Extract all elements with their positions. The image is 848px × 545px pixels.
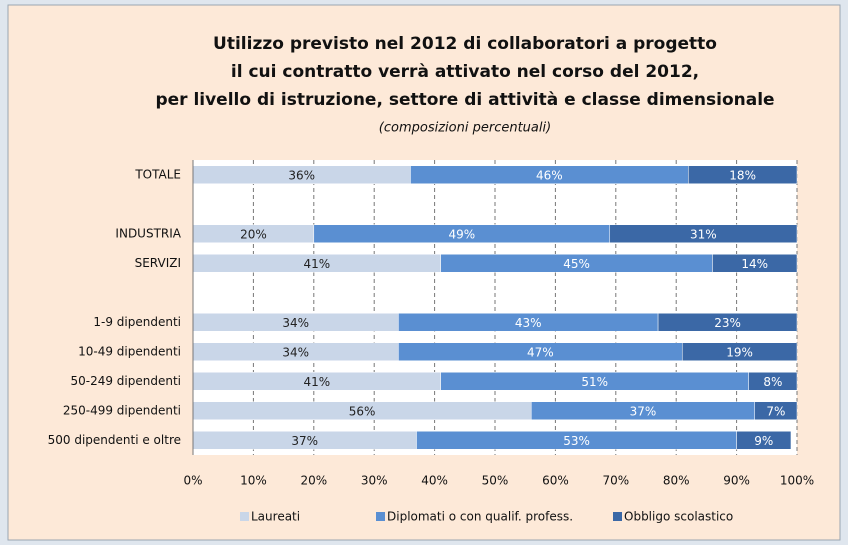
x-tick-label: 30% [361,474,388,488]
y-tick-label: INDUSTRIA [115,226,181,240]
bar-segment [609,224,798,243]
data-label: 46% [536,168,563,182]
chart-subtitle: (composizioni percentuali) [379,121,551,136]
y-tick-label: 500 dipendenti e oltre [48,433,181,447]
y-tick-label: SERVIZI [135,256,181,270]
data-label: 23% [714,316,741,330]
bar-segment [754,401,798,420]
y-tick-label: 10-49 dipendenti [78,344,181,358]
data-label: 37% [291,434,318,448]
x-tick-label: 80% [663,474,690,488]
bar-segment [748,372,798,391]
x-tick-label: 70% [602,474,629,488]
x-tick-label: 40% [421,474,448,488]
legend-swatch [613,512,622,521]
legend-label: Laureati [251,510,300,524]
data-label: 47% [527,345,554,359]
data-label: 34% [282,316,309,330]
data-label: 43% [515,316,542,330]
data-label: 8% [763,375,782,389]
x-tick-label: 0% [183,474,202,488]
data-label: 14% [741,257,768,271]
bar-segment [712,254,798,273]
y-tick-label: TOTALE [134,167,181,181]
data-label: 31% [690,227,717,241]
data-label: 41% [303,375,330,389]
x-tick-label: 60% [542,474,569,488]
bar-segment [736,431,792,450]
bar-segment [657,313,798,332]
x-tick-label: 90% [723,474,750,488]
x-tick-label: 20% [300,474,327,488]
data-label: 20% [240,227,267,241]
data-label: 34% [282,345,309,359]
data-label: 51% [581,375,608,389]
y-tick-label: 50-249 dipendenti [70,374,181,388]
x-tick-label: 100% [780,474,814,488]
data-label: 41% [303,257,330,271]
y-tick-label: 1-9 dipendenti [93,315,181,329]
data-label: 18% [729,168,756,182]
data-label: 37% [630,404,657,418]
x-tick-label: 50% [482,474,509,488]
data-label: 19% [726,345,753,359]
legend-swatch [240,512,249,521]
bar-segment [681,342,798,361]
data-label: 9% [754,434,773,448]
legend-label: Diplomati o con qualif. profess. [387,510,573,524]
data-label: 56% [349,404,376,418]
legend-swatch [376,512,385,521]
chart-title: il cui contratto verrà attivato nel cors… [231,62,699,82]
bar-segment [688,165,798,184]
data-label: 36% [288,168,315,182]
data-label: 45% [563,257,590,271]
legend-label: Obbligo scolastico [624,510,733,524]
data-label: 7% [766,404,785,418]
y-tick-label: 250-499 dipendenti [63,403,181,417]
data-label: 49% [448,227,475,241]
x-tick-label: 10% [240,474,267,488]
chart-title: Utilizzo previsto nel 2012 di collaborat… [213,34,717,54]
chart-title: per livello di istruzione, settore di at… [155,90,774,110]
data-label: 53% [563,434,590,448]
